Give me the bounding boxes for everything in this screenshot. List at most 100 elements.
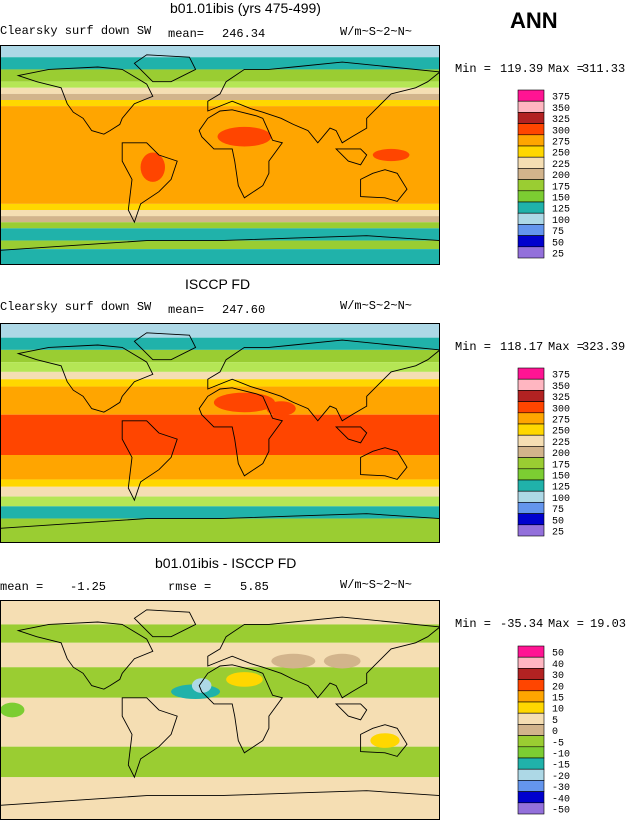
map1-blob-0 — [217, 126, 272, 147]
map1-frame — [0, 45, 440, 265]
map2-band-4 — [0, 371, 440, 380]
map3-coastline-0 — [16, 621, 154, 690]
map1-band-11 — [0, 222, 440, 229]
colorbar3-label-13: -40 — [552, 794, 570, 805]
panel2-colorbar: 3753503253002752502252001751501251007550… — [517, 367, 570, 539]
colorbar3-label-4: 15 — [552, 694, 564, 705]
panel1-min-value: 119.39 — [500, 62, 544, 76]
colorbar1-swatch-12 — [517, 224, 545, 236]
colorbar1-swatch-9 — [517, 190, 545, 203]
colorbar3-swatch-1 — [517, 656, 545, 669]
map1-band-8 — [0, 203, 440, 210]
colorbar3-label-7: 0 — [552, 727, 558, 738]
colorbar3-swatch-12 — [517, 780, 545, 792]
colorbar3-swatch-9 — [517, 746, 545, 759]
panel3-min-value: -35.34 — [500, 617, 544, 631]
colorbar3-label-11: -20 — [552, 772, 570, 783]
colorbar2-label-6: 225 — [552, 438, 570, 449]
map3-blob-2 — [226, 672, 263, 687]
map3-band-1 — [0, 624, 440, 643]
map1-band-0 — [0, 45, 440, 58]
colorbar2-label-12: 75 — [552, 505, 564, 516]
colorbar1-label-1: 350 — [552, 104, 570, 115]
map3-band-3 — [0, 667, 440, 698]
map1-band-1 — [0, 57, 440, 70]
colorbar3-swatch-13 — [517, 791, 545, 804]
map2-coastline-2 — [198, 387, 284, 477]
map3-coastline-7 — [335, 703, 368, 721]
panel3-rmse-value: 5.85 — [240, 580, 269, 594]
map1-band-13 — [0, 240, 440, 250]
map3-coastline-5 — [133, 609, 197, 638]
map2-band-1 — [0, 337, 440, 350]
colorbar2-swatch-4 — [517, 412, 545, 425]
colorbar3-label-9: -10 — [552, 750, 570, 761]
colorbar3-label-0: 50 — [552, 649, 564, 660]
map1-coastline-3 — [207, 61, 440, 144]
panel2-mean-value: 247.60 — [222, 303, 266, 317]
colorbar1-swatch-7 — [517, 168, 545, 180]
colorbar1-swatch-3 — [517, 123, 545, 136]
colorbar2-label-14: 25 — [552, 528, 564, 539]
panel2-min-value: 118.17 — [500, 340, 544, 354]
colorbar3-swatch-4 — [517, 690, 545, 703]
map2-band-2 — [0, 349, 440, 363]
panel2-units: W/m~S~2~N~ — [340, 299, 413, 313]
map1-blob-2 — [140, 152, 165, 182]
map3-coastline-2 — [198, 664, 284, 754]
map2-coastline-7 — [335, 426, 368, 444]
map2-coastline-0 — [16, 344, 154, 413]
colorbar1-swatch-1 — [517, 100, 545, 113]
colorbar1-swatch-2 — [517, 112, 545, 124]
map3-coastline-6 — [0, 790, 440, 820]
colorbar2-label-11: 100 — [552, 494, 570, 505]
map2-band-12 — [0, 506, 440, 519]
colorbar3-swatch-14 — [517, 802, 545, 815]
map3-coastline-4 — [360, 724, 408, 757]
panel2-title: ISCCP FD — [185, 276, 251, 292]
map2-coastline-1 — [121, 420, 178, 502]
map3-band-0 — [0, 600, 440, 625]
map1-band-12 — [0, 228, 440, 241]
colorbar3-swatch-0 — [517, 645, 545, 658]
panel1-mean-value: 246.34 — [222, 27, 266, 41]
colorbar2-label-1: 350 — [552, 382, 570, 393]
panel2-mean-label: mean= — [168, 303, 205, 317]
colorbar3-swatch-3 — [517, 679, 545, 692]
panel1-map — [0, 45, 440, 265]
map1-band-4 — [0, 87, 440, 94]
panel3-max-label: Max = — [548, 617, 585, 631]
map1-band-5 — [0, 93, 440, 100]
colorbar2-swatch-13 — [517, 513, 545, 526]
map2-frame — [0, 323, 440, 543]
panel2-subtitle: Clearsky surf down SW — [0, 300, 152, 314]
panel3-max-value: 19.03 — [590, 617, 627, 631]
colorbar1-swatch-14 — [517, 246, 545, 259]
map2-band-8 — [0, 455, 440, 480]
colorbar1-swatch-6 — [517, 156, 545, 169]
map2-band-9 — [0, 479, 440, 487]
colorbar2-swatch-7 — [517, 446, 545, 458]
colorbar3-label-6: 5 — [552, 716, 558, 727]
panel2-min-label: Min = — [455, 340, 492, 354]
map1-coastline-4 — [360, 169, 408, 202]
panel1-units: W/m~S~2~N~ — [340, 25, 413, 39]
colorbar2-swatch-6 — [517, 434, 545, 447]
map2-blob-0 — [213, 392, 275, 413]
colorbar2-label-0: 375 — [552, 371, 570, 382]
colorbar3-label-12: -30 — [552, 783, 570, 794]
panel3-rmse-label: rmse = — [168, 580, 212, 594]
colorbar2-swatch-5 — [517, 423, 545, 436]
map2-coastline-6 — [0, 513, 440, 543]
colorbar2-swatch-3 — [517, 401, 545, 414]
colorbar2-swatch-8 — [517, 457, 545, 470]
map2-band-10 — [0, 486, 440, 497]
panel2-map — [0, 323, 440, 543]
map3-blob-1 — [0, 702, 25, 718]
colorbar1-swatch-13 — [517, 235, 545, 248]
map2-band-0 — [0, 323, 440, 338]
map2-coastline-3 — [207, 339, 440, 422]
colorbar2-swatch-1 — [517, 378, 545, 391]
panel1-min-label: Min = — [455, 62, 492, 76]
map2-band-3 — [0, 362, 440, 372]
